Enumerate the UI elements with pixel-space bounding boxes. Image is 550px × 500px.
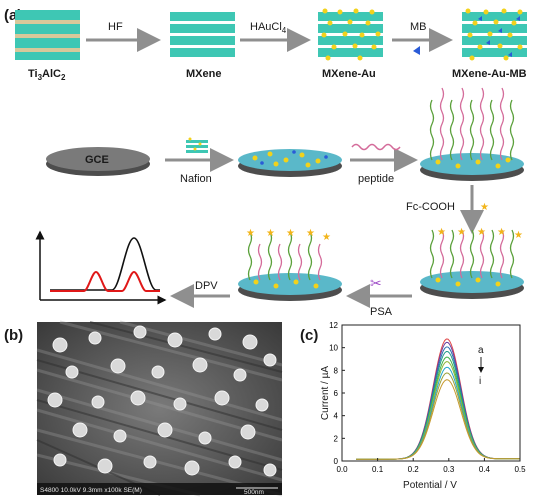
x-tick-label: 0.5 [514, 465, 526, 474]
peptide-icon [351, 143, 401, 151]
mxene-stack [170, 12, 235, 57]
x-tick-label: 0.0 [336, 465, 348, 474]
y-tick-label: 0 [334, 457, 339, 466]
series-annotation-i: i [479, 376, 481, 387]
hf-label: HF [108, 21, 123, 33]
mxene-au-stack [318, 8, 383, 61]
panel-b-label: (b) [4, 327, 23, 344]
svg-text:★: ★ [497, 227, 506, 238]
dpv-schematic [35, 230, 167, 305]
sem-image: S4800 10.0kV 9.3mm x100k SE(M) 500nm [36, 320, 283, 497]
x-tick-label: 0.1 [372, 465, 384, 474]
y-tick-label: 6 [334, 389, 339, 398]
svg-text:★: ★ [437, 227, 446, 238]
series-annotation-a: a [478, 345, 484, 356]
y-tick-label: 4 [334, 412, 339, 421]
mxene-composite-icon [186, 137, 208, 153]
x-tick-label: 0.4 [479, 465, 491, 474]
svg-text:★: ★ [306, 228, 315, 239]
dpv-series-line-9 [356, 379, 520, 460]
chart-ylabel: Current / µA [320, 366, 331, 420]
dpv-red-curve [50, 270, 160, 292]
panel-c-label: (c) [300, 327, 318, 344]
nafion-label: Nafion [180, 173, 212, 185]
modified-electrode-1 [238, 149, 342, 177]
chart-plot-area [341, 324, 521, 462]
haucl4-label: HAuCl4 [250, 21, 287, 35]
y-tick-label: 12 [329, 321, 338, 330]
psa-label: PSA [370, 306, 393, 318]
dpv-chart: 0.0 0.1 0.2 0.3 0.4 0.5 0 2 4 6 8 10 12 Potential / … [320, 321, 526, 491]
sem-scale-text: 500nm [244, 489, 264, 496]
svg-text:★: ★ [457, 227, 466, 238]
mxene-au-label: MXene-Au [322, 68, 376, 80]
gce-electrode [46, 147, 150, 176]
star-icon: ★ [480, 202, 489, 213]
svg-text:★: ★ [246, 228, 255, 239]
scissors-icon: ✂ [370, 275, 382, 291]
mxene-au-mb-stack [462, 8, 527, 61]
peptide-label: peptide [358, 173, 394, 185]
dpv-label: DPV [195, 280, 218, 292]
gce-label: GCE [85, 154, 109, 166]
mb-molecule-icon [413, 46, 420, 55]
svg-text:★: ★ [286, 228, 295, 239]
x-tick-label: 0.3 [443, 465, 455, 474]
ti3alc2-label: Ti3AlC2 [28, 68, 66, 82]
chart-xlabel: Potential / V [403, 480, 457, 491]
svg-text:★: ★ [266, 228, 275, 239]
sem-info-text: S4800 10.0kV 9.3mm x100k SE(M) [40, 487, 142, 494]
mxene-au-mb-label: MXene-Au-MB [452, 68, 527, 80]
dpv-series-line-1 [356, 338, 520, 460]
ti3alc2-stack [15, 10, 80, 60]
x-tick-label: 0.2 [408, 465, 420, 474]
svg-text:★: ★ [514, 230, 523, 241]
mxene-label: MXene [186, 68, 221, 80]
mb-label: MB [410, 21, 427, 33]
dpv-black-curve [50, 237, 160, 291]
peptide-electrode [420, 87, 524, 181]
cleaved-electrode: ★ ★ ★ ★ ★ [238, 228, 342, 301]
y-tick-label: 2 [334, 434, 339, 443]
y-tick-label: 10 [329, 344, 338, 353]
svg-text:★: ★ [322, 232, 331, 243]
fc-label: Fc-COOH [406, 201, 455, 213]
svg-text:★: ★ [477, 227, 486, 238]
fc-electrode: ★ ★ ★ ★ ★ [420, 227, 524, 299]
y-tick-label: 8 [334, 366, 339, 375]
